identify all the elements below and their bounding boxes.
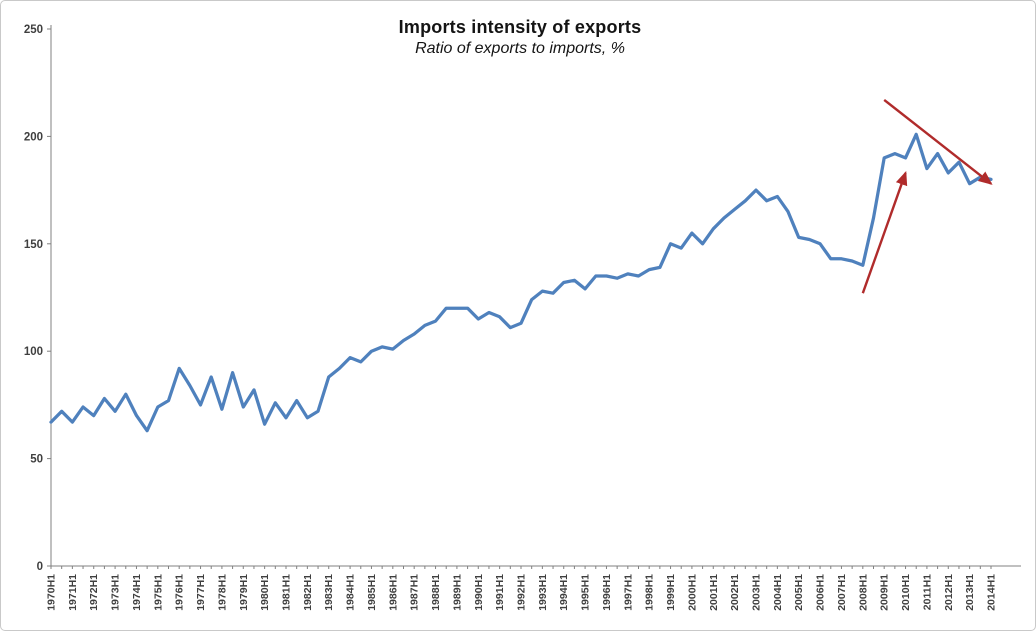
- y-tick-label: 0: [37, 561, 43, 573]
- x-tick-label: 1991H1: [494, 574, 506, 611]
- y-tick-label: 100: [24, 346, 43, 358]
- x-tick-label: 1978H1: [216, 574, 228, 611]
- x-tick-label: 1974H1: [131, 574, 143, 611]
- x-tick-label: 2008H1: [857, 574, 869, 611]
- x-tick-label: 1987H1: [409, 574, 421, 611]
- x-tick-label: 1985H1: [366, 574, 378, 611]
- x-tick-label: 1999H1: [665, 574, 677, 611]
- x-tick-label: 1992H1: [516, 574, 528, 611]
- x-tick-label: 2002H1: [729, 574, 741, 611]
- x-tick-label: 2003H1: [751, 574, 763, 611]
- x-tick-label: 1983H1: [323, 574, 335, 611]
- x-tick-label: 1980H1: [259, 574, 271, 611]
- x-tick-label: 1971H1: [67, 574, 79, 611]
- x-tick-label: 2011H1: [921, 574, 933, 610]
- x-tick-label: 2006H1: [815, 574, 827, 611]
- series-line: [49, 132, 993, 433]
- x-tick-label: 1970H1: [46, 574, 58, 611]
- x-tick-label: 1989H1: [451, 574, 463, 611]
- x-tick-label: 1981H1: [281, 574, 293, 611]
- x-tick-label: 1982H1: [302, 574, 314, 611]
- x-tick-label: 1996H1: [601, 574, 613, 611]
- x-tick-label: 2014H1: [986, 574, 998, 611]
- x-tick-label: 2001H1: [708, 574, 720, 611]
- x-tick-label: 2007H1: [836, 574, 848, 611]
- y-tick-label: 50: [30, 454, 43, 466]
- x-tick-label: 2012H1: [943, 574, 955, 611]
- rise-arrow: [861, 171, 908, 294]
- x-tick-label: 1973H1: [110, 574, 122, 611]
- x-tick-label: 1988H1: [430, 574, 442, 611]
- x-tick-label: 2009H1: [879, 574, 891, 611]
- x-tick-label: 1979H1: [238, 574, 250, 611]
- x-tick-label: 1990H1: [473, 574, 485, 611]
- decline-arrow: [883, 98, 993, 185]
- y-tick-label: 150: [24, 239, 43, 251]
- x-tick-label: 1998H1: [644, 574, 656, 611]
- x-tick-label: 2010H1: [900, 574, 912, 611]
- x-tick-label: 1997H1: [622, 574, 634, 611]
- x-tick-label: 1975H1: [152, 574, 164, 611]
- x-tick-label: 2013H1: [964, 574, 976, 611]
- x-tick-label: 1977H1: [195, 574, 207, 611]
- y-tick-label: 200: [24, 131, 43, 143]
- x-tick-label: 2005H1: [793, 574, 805, 611]
- x-tick-label: 1994H1: [558, 574, 570, 611]
- x-tick-label: 1984H1: [345, 574, 357, 611]
- x-tick-label: 1993H1: [537, 574, 549, 611]
- x-tick-label: 1976H1: [174, 574, 186, 611]
- x-tick-label: 2000H1: [686, 574, 698, 611]
- x-tick-label: 2004H1: [772, 574, 784, 611]
- y-tick-label: 250: [24, 24, 43, 36]
- x-tick-label: 1986H1: [387, 574, 399, 611]
- x-tick-label: 1995H1: [580, 574, 592, 611]
- x-tick-label: 1972H1: [88, 574, 100, 611]
